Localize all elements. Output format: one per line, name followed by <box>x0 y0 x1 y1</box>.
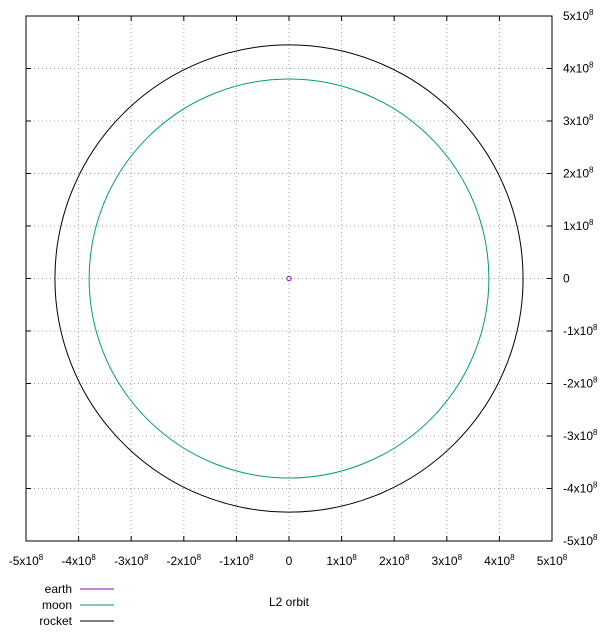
y-tick-label: 4x108 <box>563 61 594 76</box>
legend-label-moon: moon <box>42 598 72 612</box>
y-tick-label: 3x108 <box>563 113 594 128</box>
tick-marks <box>25 15 553 542</box>
series-moon-orbit <box>88 78 490 479</box>
x-tick-label: 4x108 <box>484 553 515 568</box>
legend-label-rocket: rocket <box>39 614 72 628</box>
chart-title: L2 orbit <box>269 595 310 609</box>
y-tick-label: -4x108 <box>563 481 598 496</box>
series-layer <box>54 44 524 513</box>
y-tick-label: 1x108 <box>563 218 594 233</box>
x-tick-label: -5x108 <box>9 553 44 568</box>
x-axis-tick-labels: -5x108 -4x108 -3x108 -2x108 -1x108 0 1x108 2x10… <box>9 553 568 568</box>
x-tick-label: 0 <box>286 554 293 568</box>
x-tick-label: -4x108 <box>61 553 96 568</box>
y-tick-label: -3x108 <box>563 428 598 443</box>
y-tick-label: 5x108 <box>563 8 594 23</box>
series-rocket-orbit <box>54 44 524 513</box>
y-tick-label: 2x108 <box>563 166 594 181</box>
series-earth-point <box>286 275 292 282</box>
y-tick-label: -5x108 <box>563 533 598 548</box>
x-tick-label: -2x108 <box>167 553 202 568</box>
x-tick-label: -1x108 <box>219 553 254 568</box>
x-tick-label: 2x108 <box>379 553 410 568</box>
x-tick-label: 3x108 <box>432 553 463 568</box>
y-axis-tick-labels: 5x108 4x108 3x108 2x108 1x108 0 -1x108 -2x108 -3… <box>563 8 598 548</box>
x-tick-label: 1x108 <box>326 553 357 568</box>
legend: earth moon rocket <box>39 582 114 628</box>
x-tick-label: -3x108 <box>114 553 149 568</box>
y-tick-label: -2x108 <box>563 376 598 391</box>
x-tick-label: 5x108 <box>537 553 568 568</box>
y-tick-label: 0 <box>563 272 570 286</box>
y-tick-label: -1x108 <box>563 323 598 338</box>
legend-label-earth: earth <box>45 582 72 596</box>
